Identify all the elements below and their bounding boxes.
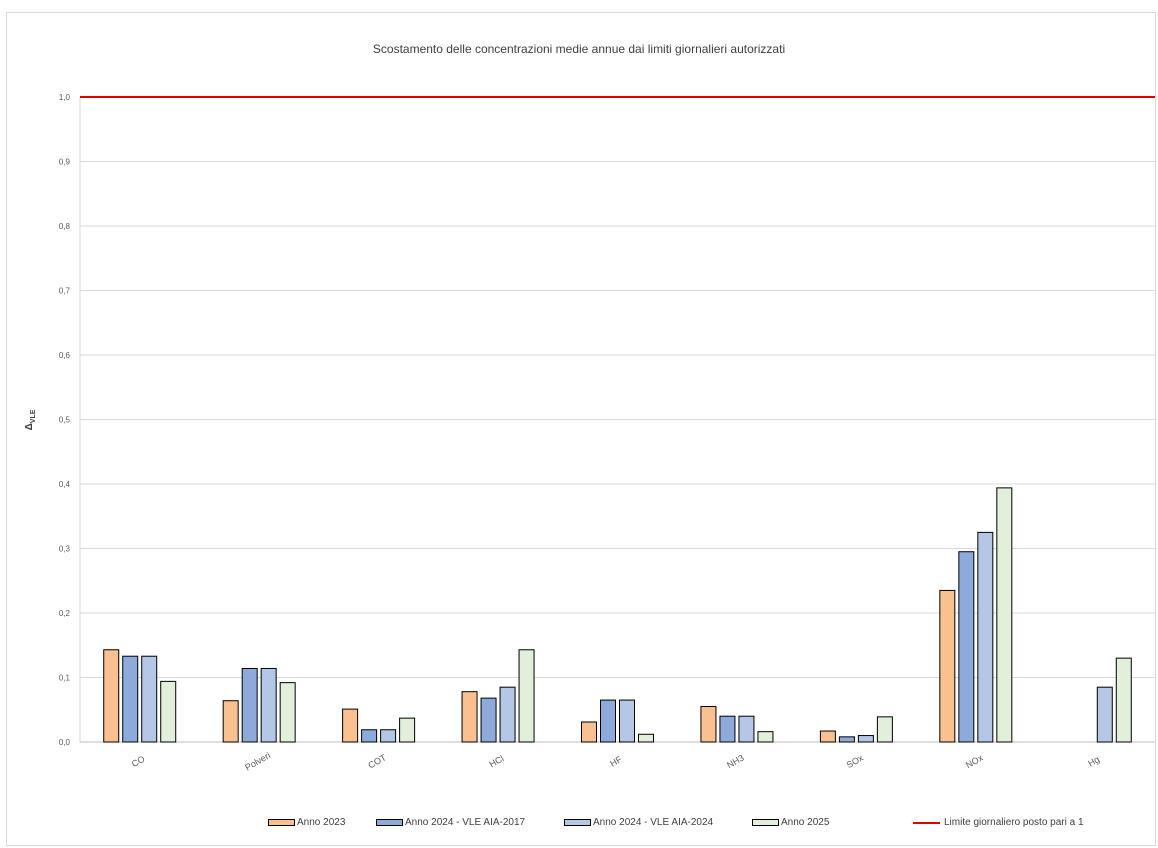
bar-hf-series-0 — [581, 721, 597, 743]
bar-co-series-0 — [103, 649, 120, 743]
bar-hcl-series-0 — [461, 691, 478, 743]
legend-swatch-2 — [564, 819, 591, 826]
bar-nh3-series-2 — [738, 715, 755, 743]
bar-hg-series-3 — [1115, 657, 1132, 743]
legend-label-0: Anno 2023 — [297, 817, 346, 828]
bar-hcl-series-2 — [499, 686, 516, 743]
y-tick-label-7: 0,7 — [59, 287, 71, 296]
bar-sox-series-0 — [819, 730, 836, 743]
y-tick-label-5: 0,5 — [59, 416, 71, 425]
legend-label-2: Anno 2024 - VLE AIA-2024 — [593, 817, 714, 828]
x-tick-label-sox: SOx — [845, 752, 866, 770]
y-tick-label-9: 0,9 — [59, 158, 71, 167]
bar-sox-series-2 — [857, 735, 874, 743]
bar-polveri-series-2 — [260, 667, 277, 743]
bar-hf-series-1 — [600, 699, 616, 743]
bar-hf-series-2 — [619, 699, 635, 743]
bar-hcl-series-3 — [518, 649, 535, 743]
legend-item-1: Anno 2024 - VLE AIA-2017 — [376, 817, 525, 828]
x-tick-label-nox: NOx — [964, 752, 985, 770]
bar-polveri-series-1 — [241, 667, 258, 743]
bar-co-series-2 — [141, 655, 158, 743]
x-tick-label-nh3: NH3 — [725, 753, 746, 771]
legend-label-1: Anno 2024 - VLE AIA-2017 — [405, 817, 526, 828]
y-tick-label-8: 0,8 — [59, 222, 71, 231]
x-tick-label-cot: COT — [366, 752, 388, 770]
bar-co-series-3 — [160, 680, 177, 743]
legend-label-3: Anno 2025 — [781, 817, 830, 828]
x-tick-label-co: CO — [130, 754, 147, 769]
legend-item-2: Anno 2024 - VLE AIA-2024 — [564, 817, 713, 828]
bar-hg-series-2 — [1096, 686, 1113, 743]
y-tick-label-2: 0,2 — [59, 609, 71, 618]
y-tick-label-1: 0,1 — [59, 674, 71, 683]
x-tick-label-hg: Hg — [1086, 754, 1101, 768]
y-tick-label-6: 0,6 — [59, 351, 71, 360]
bar-hf-series-3 — [638, 733, 654, 743]
legend-item-3: Anno 2025 — [752, 817, 829, 828]
bar-co-series-1 — [122, 655, 139, 743]
x-tick-label-hf: HF — [608, 754, 624, 769]
legend-swatch-1 — [376, 819, 403, 826]
bar-cot-series-0 — [342, 708, 359, 743]
legend-label-reference: Limite giornaliero posto pari a 1 — [944, 817, 1084, 828]
legend-item-reference: Limite giornaliero posto pari a 1 — [913, 817, 1084, 828]
bar-nox-series-2 — [977, 531, 994, 743]
bar-nh3-series-0 — [700, 706, 717, 743]
x-tick-label-polveri: Polveri — [243, 750, 272, 772]
bar-nh3-series-1 — [719, 715, 736, 743]
y-tick-label-0: 0,0 — [59, 738, 71, 747]
bar-cot-series-2 — [380, 729, 397, 743]
y-tick-label-4: 0,4 — [59, 480, 71, 489]
bar-sox-series-3 — [876, 716, 893, 743]
legend-swatch-reference — [913, 821, 940, 824]
bar-polveri-series-3 — [279, 682, 296, 743]
legend-swatch-0 — [268, 819, 295, 826]
bar-nox-series-1 — [958, 551, 975, 743]
legend-item-0: Anno 2023 — [268, 817, 345, 828]
chart-title: Scostamento delle concentrazioni medie a… — [372, 42, 786, 56]
bar-sox-series-1 — [838, 736, 855, 743]
bar-cot-series-1 — [361, 729, 378, 743]
x-tick-label-hcl: HCl — [488, 753, 506, 769]
bar-nox-series-3 — [996, 487, 1013, 743]
y-tick-label-3: 0,3 — [59, 545, 71, 554]
legend-swatch-3 — [752, 819, 779, 826]
bar-polveri-series-0 — [222, 700, 239, 743]
bar-hcl-series-1 — [480, 697, 497, 743]
bar-nox-series-0 — [939, 589, 956, 743]
bar-nh3-series-3 — [757, 731, 774, 743]
bar-cot-series-3 — [399, 717, 416, 743]
y-tick-label-10: 1,0 — [59, 93, 71, 102]
